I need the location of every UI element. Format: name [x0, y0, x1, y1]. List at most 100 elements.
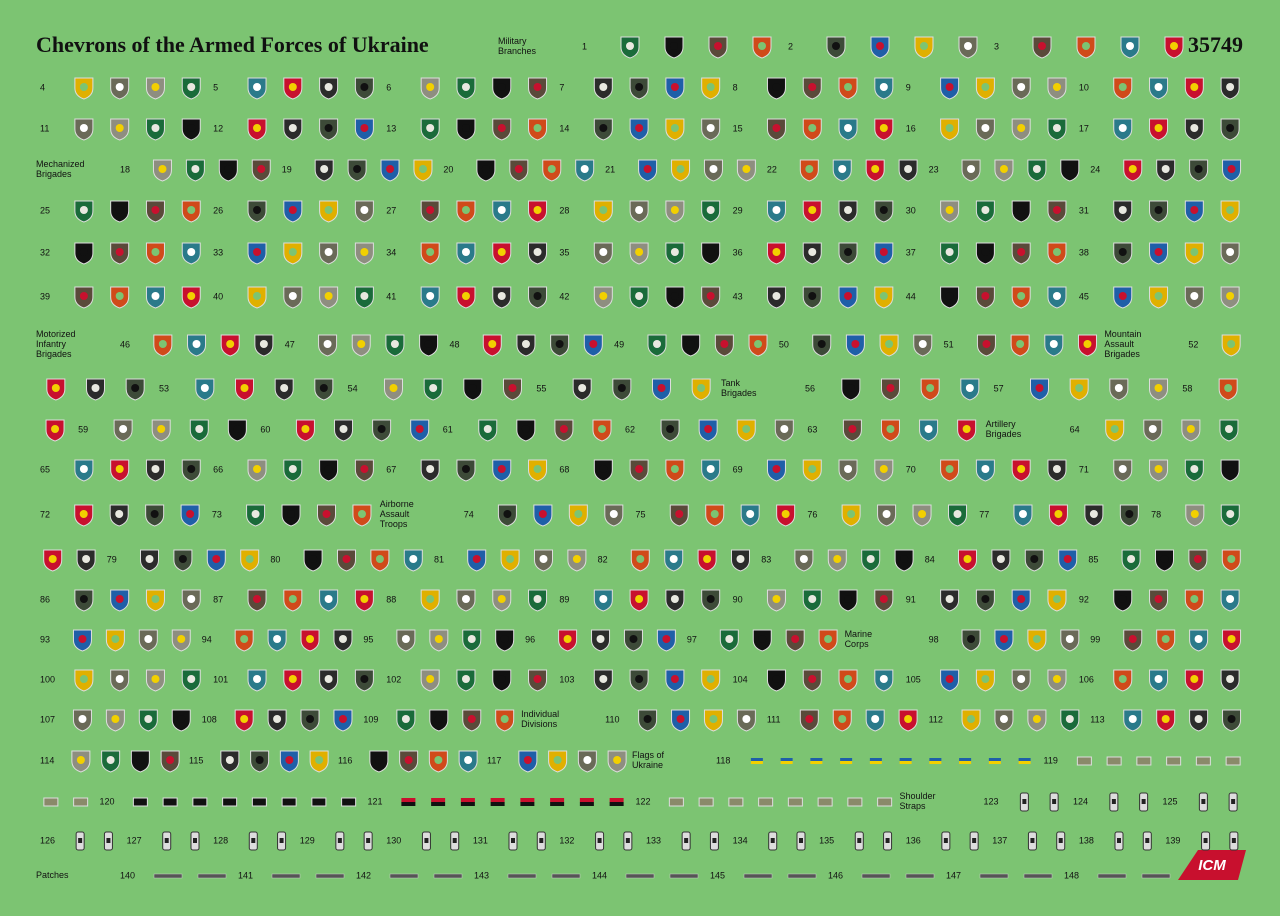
flag-top [899, 758, 912, 761]
badge [171, 709, 191, 732]
badge-emblem [360, 292, 369, 300]
badge-emblem [151, 124, 160, 132]
badge-emblem [844, 248, 853, 256]
badge-emblem [539, 555, 548, 563]
badge [495, 709, 515, 732]
flag [877, 797, 893, 807]
badge [669, 504, 689, 527]
strap-mark [106, 838, 111, 843]
badge-emblem [772, 595, 781, 603]
badge-emblem [306, 715, 315, 723]
badge [181, 286, 201, 309]
badge-emblem [981, 83, 990, 91]
item-number: 19 [282, 164, 292, 174]
badge-emblem [151, 595, 160, 603]
badge [74, 118, 94, 141]
badge-emblem [253, 675, 262, 683]
badge-emblem [1018, 510, 1027, 518]
flag [668, 797, 684, 807]
badge [975, 669, 995, 692]
badge [318, 334, 338, 357]
badge-emblem [669, 555, 678, 563]
badge [1049, 792, 1059, 812]
badge [110, 118, 130, 141]
item-number: 46 [120, 339, 130, 349]
badge [271, 873, 301, 879]
badge-emblem [79, 248, 88, 256]
badge [319, 286, 339, 309]
patch [433, 873, 463, 879]
badge [492, 77, 512, 100]
badge-emblem [703, 555, 712, 563]
badge [518, 750, 538, 773]
item-number: 41 [386, 291, 396, 301]
badge [961, 709, 981, 732]
badge [1056, 831, 1066, 851]
badge-emblem [521, 340, 530, 348]
flag [43, 797, 59, 807]
badge [874, 589, 894, 612]
badge [975, 589, 995, 612]
badge-emblem [115, 206, 124, 214]
badge-emblem [706, 124, 715, 132]
badge-emblem [945, 124, 954, 132]
badge [153, 873, 183, 879]
title: Chevrons of the Armed Forces of Ukraine [36, 32, 429, 57]
badge [591, 629, 611, 652]
badge-emblem [1224, 425, 1233, 433]
badge [74, 504, 94, 527]
badge-emblem [253, 83, 262, 91]
badge [74, 589, 94, 612]
badge [283, 286, 303, 309]
badge-emblem [426, 124, 435, 132]
badge [423, 378, 443, 401]
flag-top [1018, 758, 1031, 761]
badge-emblem [79, 206, 88, 214]
group-label: Shoulder Straps [900, 791, 936, 811]
badge-emblem [676, 715, 685, 723]
item-number: 20 [443, 164, 453, 174]
badge-emblem [497, 83, 506, 91]
badge [1060, 159, 1080, 182]
badge-emblem [255, 756, 264, 764]
badge [354, 589, 374, 612]
badge-emblem [404, 756, 413, 764]
badge-emblem [1226, 292, 1235, 300]
item-number: 47 [285, 339, 295, 349]
badge [319, 459, 339, 482]
badge [681, 334, 701, 357]
badge-emblem [879, 124, 888, 132]
badge [681, 831, 691, 851]
badge [1184, 286, 1204, 309]
badge [492, 118, 512, 141]
badge-emblem [967, 635, 976, 643]
badge [497, 504, 517, 527]
badge-emblem [523, 756, 532, 764]
badge [768, 831, 778, 851]
item-number: 114 [40, 755, 54, 765]
badge-emblem [706, 83, 715, 91]
badge-emblem [461, 124, 470, 132]
badge-emblem [253, 248, 262, 256]
badge [861, 873, 891, 879]
badge [1019, 792, 1029, 812]
badge [283, 200, 303, 223]
strap-mark [279, 838, 284, 843]
badge-emblem [353, 165, 362, 173]
badge-emblem [781, 510, 790, 518]
badge [554, 419, 574, 442]
badge [300, 709, 320, 732]
badge-emblem [1227, 715, 1236, 723]
badge [385, 334, 405, 357]
badge-emblem [426, 248, 435, 256]
badge [492, 459, 512, 482]
badge [458, 750, 478, 773]
badge-emblem [920, 42, 928, 50]
badge-emblem [1052, 465, 1061, 473]
patch [1141, 873, 1171, 879]
flag-bottom [460, 802, 475, 806]
badge [865, 159, 885, 182]
badge-emblem [710, 510, 719, 518]
badge-emblem [1032, 165, 1041, 173]
badge-emblem [879, 206, 888, 214]
